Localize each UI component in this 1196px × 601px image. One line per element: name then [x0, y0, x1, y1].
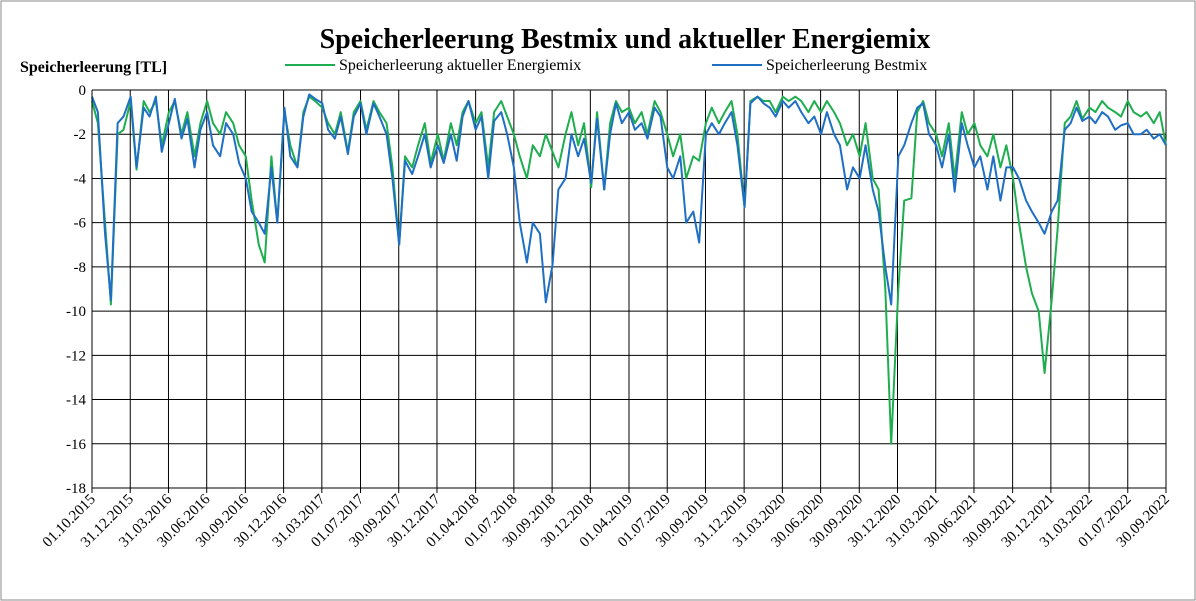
y-tick-label: -12 [66, 348, 86, 364]
chart-title: Speicherleerung Bestmix und aktueller En… [320, 24, 931, 55]
y-tick-label: -14 [66, 393, 86, 409]
y-tick-label: -6 [74, 216, 87, 232]
line-series [91, 95, 1167, 445]
legend-label: Speicherleerung aktueller Energiemix [339, 57, 581, 74]
y-tick-label: -16 [66, 437, 86, 453]
grid [91, 89, 1167, 489]
line-series [91, 93, 1167, 306]
y-tick-label: -18 [66, 481, 86, 497]
y-tick-label: -4 [74, 171, 87, 187]
y-axis-label: Speicherleerung [TL] [20, 59, 167, 76]
y-tick-label: 0 [79, 83, 87, 99]
y-tick-label: -8 [74, 260, 87, 276]
plot [91, 93, 1167, 445]
y-tick-label: -10 [66, 304, 86, 320]
legend-label: Speicherleerung Bestmix [766, 57, 927, 74]
y-tick-label: -2 [74, 127, 87, 143]
